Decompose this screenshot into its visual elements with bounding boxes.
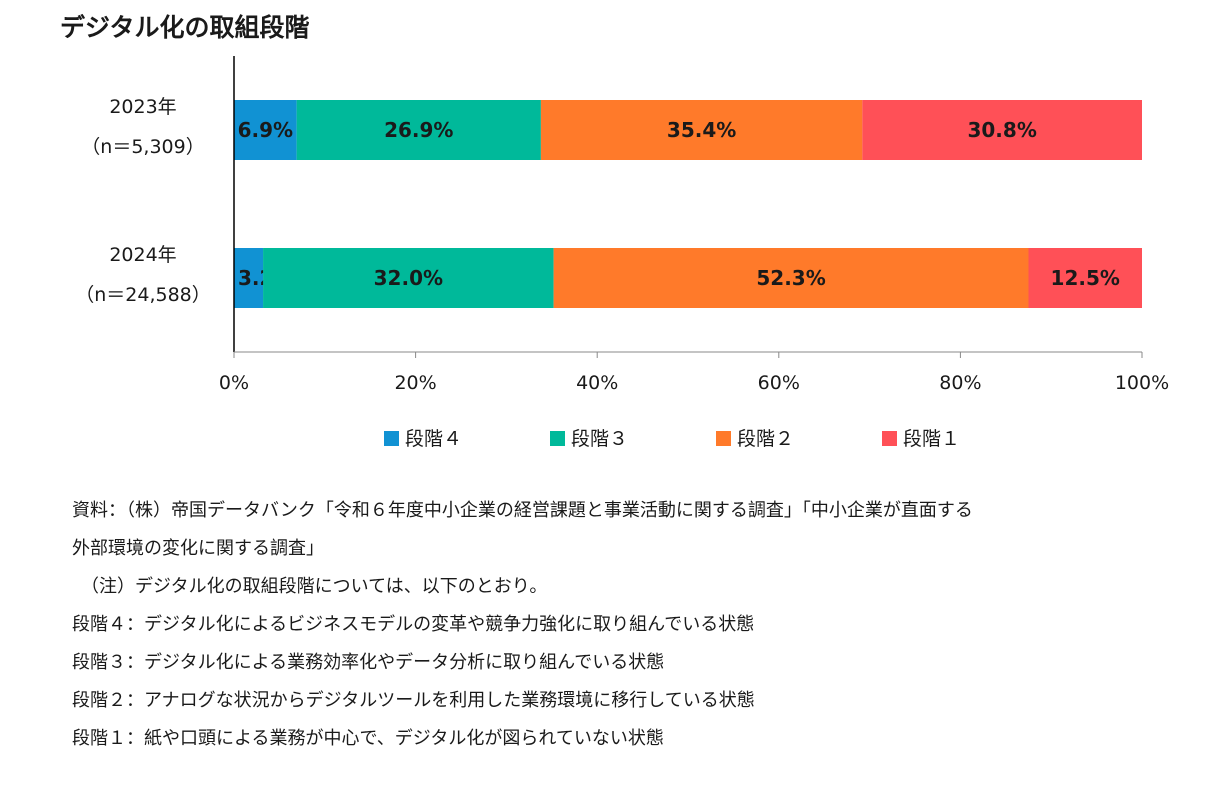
legend-swatch-1 bbox=[384, 431, 399, 446]
legend-label: 段階１ bbox=[903, 428, 960, 450]
category-label: 2024年 bbox=[109, 244, 176, 266]
data-label: 6.9% bbox=[238, 118, 293, 142]
data-label: 30.8% bbox=[967, 118, 1036, 142]
x-tick-label: 80% bbox=[939, 372, 981, 394]
category-sublabel: （n＝24,588） bbox=[75, 284, 211, 306]
data-label: 32.0% bbox=[374, 266, 443, 290]
data-label: 35.4% bbox=[667, 118, 736, 142]
x-tick-label: 40% bbox=[576, 372, 618, 394]
category-label: 2023年 bbox=[109, 96, 176, 118]
bar-segment-1-1 bbox=[234, 100, 297, 160]
stage2-definition: 段階２：アナログな状況からデジタルツールを利用した業務環境に移行している状態 bbox=[72, 690, 755, 711]
x-tick-label: 20% bbox=[394, 372, 436, 394]
data-label: 12.5% bbox=[1051, 266, 1120, 290]
definition-note: （注）デジタル化の取組段階については、以下のとおり。 bbox=[72, 576, 548, 597]
x-tick-label: 0% bbox=[219, 372, 249, 394]
legend-swatch-4 bbox=[882, 431, 897, 446]
x-tick-label: 60% bbox=[758, 372, 800, 394]
x-tick-label: 100% bbox=[1115, 372, 1169, 394]
category-sublabel: （n＝5,309） bbox=[81, 136, 204, 158]
bar-segment-2-4 bbox=[1028, 248, 1142, 308]
bar-segment-1-2 bbox=[296, 100, 541, 160]
source-note-line2: 外部環境の変化に関する調査」 bbox=[72, 538, 324, 559]
source-note-line1: 資料：（株）帝国データバンク「令和６年度中小企業の経営課題と事業活動に関する調査… bbox=[72, 500, 973, 521]
legend-swatch-2 bbox=[550, 431, 565, 446]
notes-section: 資料：（株）帝国データバンク「令和６年度中小企業の経営課題と事業活動に関する調査… bbox=[72, 492, 1172, 758]
legend-label: 段階４ bbox=[405, 428, 462, 450]
stage1-definition: 段階１：紙や口頭による業務が中心で、デジタル化が図られていない状態 bbox=[72, 728, 664, 749]
legend-swatch-3 bbox=[716, 431, 731, 446]
legend-label: 段階２ bbox=[737, 428, 794, 450]
bar-segment-2-1 bbox=[234, 248, 264, 308]
bar-segment-1-3 bbox=[540, 100, 863, 160]
legend-label: 段階３ bbox=[571, 428, 628, 450]
data-label: 52.3% bbox=[756, 266, 825, 290]
stacked-bar-chart: 6.9%26.9%35.4%30.8%2023年（n＝5,309）3.2%32.… bbox=[75, 56, 1169, 450]
bar-segment-2-3 bbox=[553, 248, 1029, 308]
stage4-definition: 段階４：デジタル化によるビジネスモデルの変革や競争力強化に取り組んでいる状態 bbox=[72, 614, 755, 635]
stage3-definition: 段階３：デジタル化による業務効率化やデータ分析に取り組んでいる状態 bbox=[72, 652, 665, 673]
bar-segment-1-4 bbox=[862, 100, 1142, 160]
chart-title: デジタル化の取組段階 bbox=[60, 13, 310, 42]
data-label: 26.9% bbox=[384, 118, 453, 142]
bar-segment-2-2 bbox=[263, 248, 554, 308]
